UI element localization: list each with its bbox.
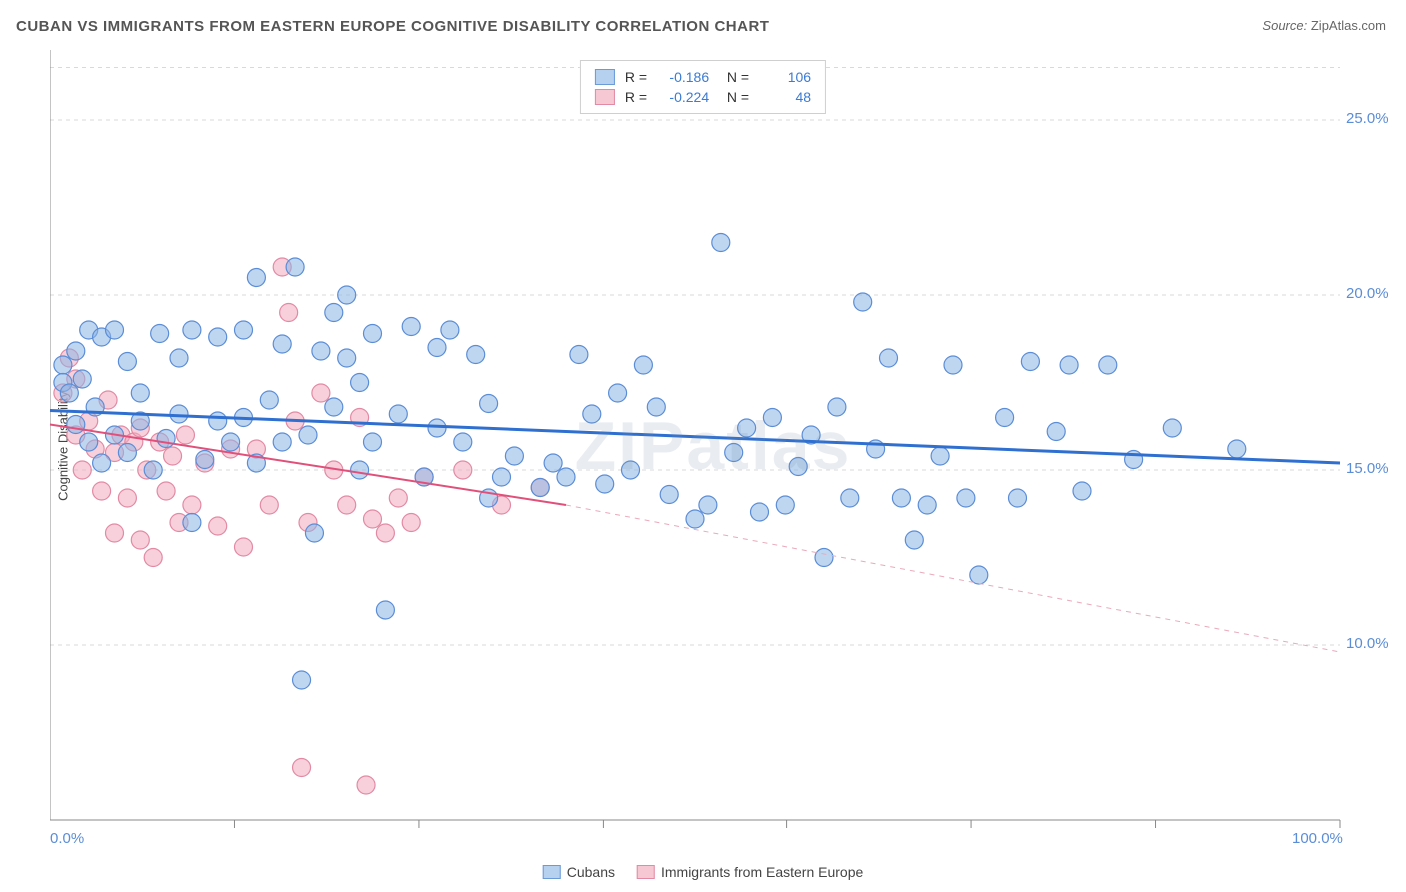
y-tick-label: 20.0% [1346,285,1389,302]
y-tick-label: 10.0% [1346,635,1389,652]
legend-item-cubans: Cubans [543,864,615,880]
y-tick-label: 15.0% [1346,460,1389,477]
x-tick-label: 0.0% [50,830,84,847]
swatch-cubans-bottom [543,865,561,879]
legend-row-eastern-europe: R = -0.224 N = 48 [595,87,811,107]
n-value-cubans: 106 [759,69,811,85]
chart-title: CUBAN VS IMMIGRANTS FROM EASTERN EUROPE … [16,18,769,35]
legend-label-eastern-europe: Immigrants from Eastern Europe [661,864,863,880]
swatch-eastern-europe-bottom [637,865,655,879]
y-tick-label: 25.0% [1346,110,1389,127]
x-tick-label: 100.0% [1292,830,1343,847]
r-label: R = [625,89,647,105]
swatch-cubans [595,69,615,85]
source-attribution: Source: ZipAtlas.com [1262,18,1386,33]
n-label: N = [719,89,749,105]
legend-correlation-box: R = -0.186 N = 106 R = -0.224 N = 48 [580,60,826,114]
legend-row-cubans: R = -0.186 N = 106 [595,67,811,87]
r-value-eastern-europe: -0.224 [657,89,709,105]
legend-series: Cubans Immigrants from Eastern Europe [543,864,864,880]
scatter-chart [50,50,1376,842]
r-label: R = [625,69,647,85]
chart-area: ZIPatlas [50,50,1376,842]
source-value: ZipAtlas.com [1311,18,1386,33]
legend-item-eastern-europe: Immigrants from Eastern Europe [637,864,863,880]
n-value-eastern-europe: 48 [759,89,811,105]
legend-label-cubans: Cubans [567,864,615,880]
r-value-cubans: -0.186 [657,69,709,85]
n-label: N = [719,69,749,85]
source-label: Source: [1262,18,1307,33]
swatch-eastern-europe [595,89,615,105]
